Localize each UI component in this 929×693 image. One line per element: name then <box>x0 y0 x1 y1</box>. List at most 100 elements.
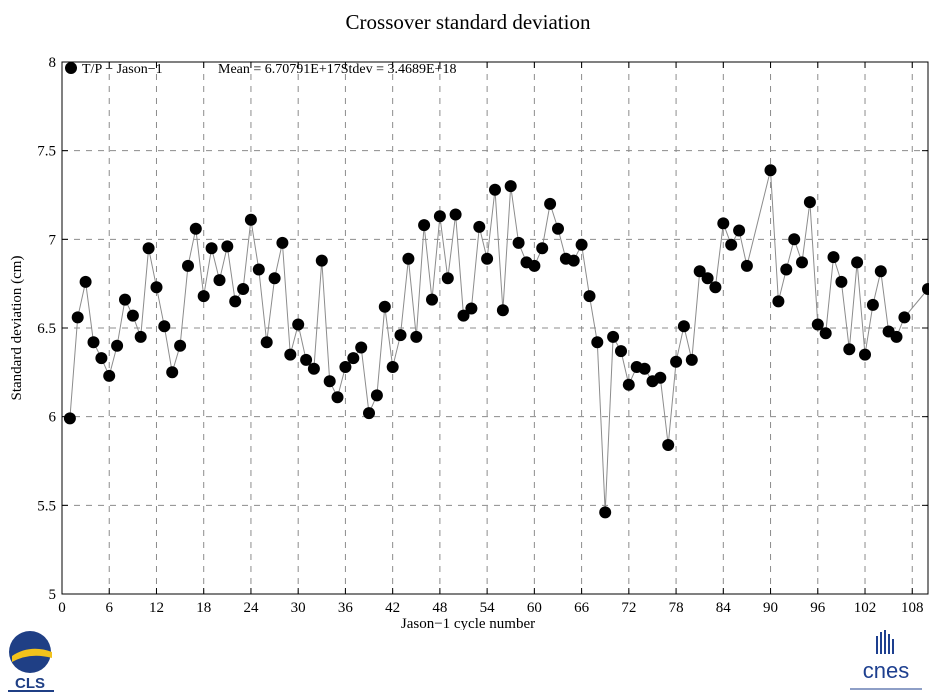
data-point <box>370 389 383 402</box>
data-point <box>142 242 155 255</box>
data-point <box>441 272 454 285</box>
data-point <box>418 219 431 232</box>
data-point <box>205 242 218 255</box>
data-point <box>677 320 690 333</box>
data-point <box>701 272 714 285</box>
x-tick-label: 78 <box>669 600 684 616</box>
legend-label: T/P − Jason−1 <box>82 62 163 77</box>
y-tick-label: 5 <box>49 587 57 603</box>
data-point <box>473 220 486 233</box>
data-point <box>504 180 517 193</box>
x-tick-label: 108 <box>901 600 924 616</box>
x-tick-label: 90 <box>763 600 778 616</box>
x-tick-label: 102 <box>854 600 877 616</box>
y-tick-label: 6 <box>49 410 57 426</box>
data-point <box>638 362 651 375</box>
x-tick-label: 12 <box>149 600 164 616</box>
data-point <box>528 259 541 272</box>
y-tick-label: 7 <box>49 232 57 248</box>
stats-text: Mean = 6.70791E+17Stdev = 3.4689E+18 <box>218 62 456 77</box>
data-point <box>237 283 250 295</box>
data-point <box>709 281 722 294</box>
y-tick-label: 7.5 <box>37 144 56 160</box>
data-point <box>119 293 131 306</box>
data-point <box>331 391 344 404</box>
data-point <box>481 252 494 265</box>
data-point <box>378 300 391 313</box>
data-point <box>835 275 848 288</box>
data-point <box>670 355 683 368</box>
data-point <box>95 352 108 365</box>
data-point <box>339 361 352 373</box>
data-point <box>221 240 234 253</box>
data-point <box>583 290 596 303</box>
data-point <box>134 330 147 343</box>
data-point <box>851 256 864 269</box>
data-point <box>355 341 368 354</box>
data-point <box>189 222 202 235</box>
data-point <box>890 330 903 343</box>
data-point <box>111 339 124 352</box>
data-point <box>922 283 929 295</box>
data-point <box>63 412 76 425</box>
x-tick-label: 72 <box>621 600 636 616</box>
data-point <box>426 293 438 306</box>
chart: Crossover standard deviation 0 6 12 18 24 30 3… <box>9 10 929 630</box>
x-tick-label: 96 <box>810 600 826 616</box>
axis-ticks: 0 6 12 18 24 30 36 42 48 54 60 66 72 78 84 90 96 102 10855… <box>37 55 928 616</box>
data-point <box>307 362 320 375</box>
data-point <box>150 281 163 294</box>
data-point <box>182 259 194 272</box>
data-point <box>410 330 423 343</box>
x-tick-label: 36 <box>338 600 354 616</box>
data-point <box>544 197 557 210</box>
data-point <box>300 353 313 366</box>
x-tick-label: 18 <box>196 600 211 616</box>
data-point <box>260 336 273 349</box>
data-point <box>780 263 793 276</box>
data-point <box>449 208 462 221</box>
data-point <box>103 369 116 382</box>
cls-logo-text: CLS <box>15 675 45 692</box>
data-point <box>575 238 588 251</box>
data-point <box>496 304 509 317</box>
data-point <box>71 311 84 324</box>
data-point <box>607 330 620 343</box>
data-point <box>733 224 746 237</box>
x-tick-label: 24 <box>243 600 259 616</box>
data-point <box>803 196 816 209</box>
x-axis-label: Jason−1 cycle number <box>401 616 535 630</box>
cnes-logo: cnes <box>850 630 922 690</box>
data-point <box>843 343 856 356</box>
data-point <box>158 320 171 333</box>
data-point <box>591 336 604 349</box>
data-point <box>615 345 627 358</box>
x-tick-label: 84 <box>716 600 732 616</box>
data-point <box>693 265 706 278</box>
data-point <box>276 236 289 249</box>
data-point <box>725 238 738 251</box>
legend-marker <box>65 62 77 74</box>
x-tick-label: 48 <box>432 600 447 616</box>
data-point <box>567 254 580 267</box>
data-point <box>79 275 92 288</box>
data-point <box>386 361 399 373</box>
x-tick-label: 54 <box>480 600 496 616</box>
x-tick-label: 0 <box>58 600 66 616</box>
data-point <box>174 339 187 352</box>
data-point <box>552 222 564 235</box>
data-point <box>654 371 667 384</box>
grid <box>62 62 928 594</box>
data-point <box>536 242 549 255</box>
data-point <box>819 327 832 340</box>
data-point <box>433 210 446 223</box>
data-point <box>213 274 226 287</box>
data-point <box>166 366 179 379</box>
data-point <box>866 298 879 311</box>
data-point <box>827 251 840 264</box>
data-point <box>252 263 265 276</box>
plot-area <box>63 164 929 519</box>
data-point <box>898 311 911 324</box>
data-point <box>394 329 407 342</box>
data-point <box>363 407 375 420</box>
